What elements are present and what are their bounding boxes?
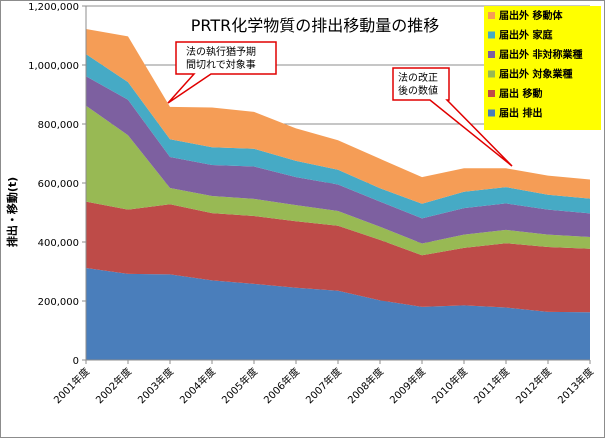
y-tick-label: 1,000,000 [28,61,79,72]
y-tick-label: 400,000 [38,238,79,249]
x-tick-label: 2001年度 [51,365,92,406]
y-axis-label: 排出・移動(t) [5,177,19,247]
legend-swatch [488,12,495,19]
legend-background [484,6,601,130]
x-tick-labels: 2001年度 2002年度 2003年度 2004年度 2005年度 2006年度 2007… [51,365,596,406]
legend-label: 届出 移動 [499,87,542,100]
legend-label: 届出外 移動体 [499,9,563,22]
annotation-revision-line-1: 法の改正 [398,71,438,84]
x-tick-label: 2002年度 [93,365,134,406]
x-tick-label: 2003年度 [135,365,176,406]
x-tick-label: 2013年度 [555,365,596,406]
x-tick-label: 2004年度 [177,365,218,406]
x-tick-label: 2010年度 [429,365,470,406]
y-tick-label: 200,000 [38,297,79,308]
chart-title: PRTR化学物質の排出移動量の推移 [191,16,440,35]
area-series-5 [86,54,590,219]
legend-swatch [488,90,495,97]
area-series-6 [86,29,590,204]
annotation-callout-shape [392,67,513,167]
legend-label: 届出 排出 [499,107,542,120]
y-tick-labels: 0 200,000 400,000 600,000 800,000 1,000,000 1,… [28,2,79,367]
axes [82,5,591,364]
legend-label: 届出外 家庭 [499,29,553,42]
annotation-enforcement-line-2: 間切れで対象事 [186,58,256,71]
x-tick-label: 2012年度 [513,365,554,406]
stacked-areas [86,29,590,360]
annotation-revision: 法の改正 後の数値 [392,67,513,167]
y-tick-label: 1,200,000 [28,2,79,13]
y-tick-label: 600,000 [38,179,79,190]
x-tick-label: 2005年度 [219,365,260,406]
x-tick-label: 2007年度 [303,365,344,406]
annotation-enforcement-line-1: 法の執行猶予期 [186,45,256,58]
area-series-1 [86,268,590,360]
area-series-2 [86,201,590,313]
x-tick-label: 2008年度 [345,365,386,406]
y-tick-label: 0 [73,356,79,367]
x-tick-label: 2011年度 [471,365,512,406]
annotation-revision-line-2: 後の数値 [398,84,438,97]
legend-swatch [488,70,495,78]
x-tick-label: 2006年度 [261,365,302,406]
area-series-3 [86,105,590,256]
legend-label: 届出外 非対称業種 [499,48,582,61]
annotation-enforcement: 法の執行猶予期 間切れで対象事 [167,41,277,104]
annotation-callout-shape [167,41,277,104]
x-tick-label: 2009年度 [387,365,428,406]
legend-swatch [488,109,495,117]
legend-label: 届出外 対象業種 [499,68,572,81]
legend-swatch [488,31,495,39]
legend-swatch [488,51,495,58]
area-series-4 [86,76,590,244]
y-tick-label: 800,000 [38,120,79,131]
